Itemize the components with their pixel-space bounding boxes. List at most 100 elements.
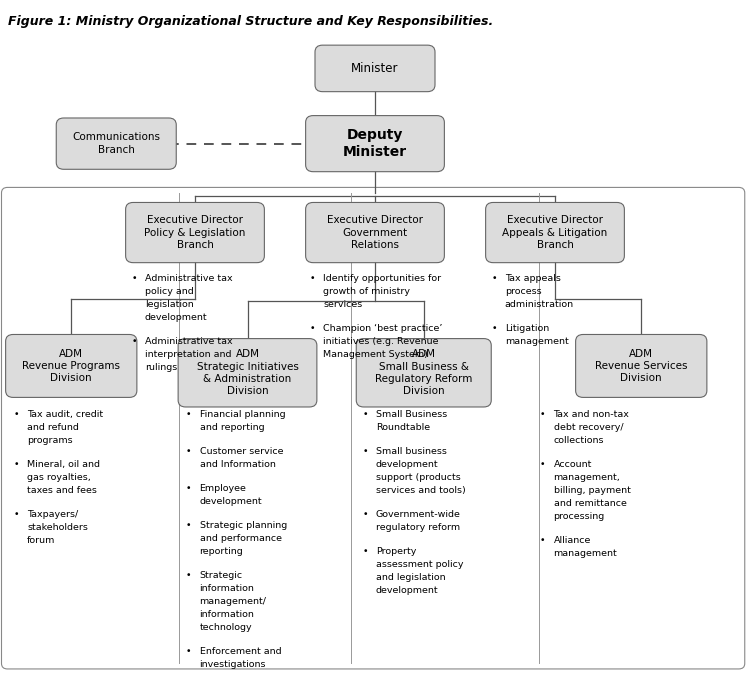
Text: development: development [376,460,438,469]
Text: management: management [554,549,617,558]
Text: information: information [200,584,254,593]
Text: information: information [200,610,254,619]
Text: initiatives (e.g. Revenue: initiatives (e.g. Revenue [323,337,439,345]
Text: Property: Property [376,547,416,556]
FancyBboxPatch shape [356,339,491,407]
Text: •: • [186,447,191,456]
Text: •: • [540,460,545,469]
Text: •: • [362,547,368,556]
Text: assessment policy: assessment policy [376,560,464,569]
Text: interpretation and: interpretation and [145,350,231,358]
Text: Enforcement and: Enforcement and [200,647,281,656]
FancyBboxPatch shape [56,118,176,169]
Text: Tax appeals: Tax appeals [505,274,560,282]
Text: Figure 1: Ministry Organizational Structure and Key Responsibilities.: Figure 1: Ministry Organizational Struct… [8,15,493,28]
Text: •: • [13,410,19,419]
Text: •: • [13,510,19,519]
Text: Executive Director
Appeals & Litigation
Branch: Executive Director Appeals & Litigation … [503,215,608,250]
Text: •: • [362,510,368,519]
Text: technology: technology [200,623,252,632]
Text: •: • [491,324,496,332]
Text: •: • [310,324,315,332]
Text: Communications
Branch: Communications Branch [72,133,160,155]
Text: Champion ‘best practice’: Champion ‘best practice’ [323,324,442,332]
Text: rulings: rulings [145,363,177,371]
FancyBboxPatch shape [486,202,624,263]
Text: Government-wide: Government-wide [376,510,460,519]
Text: Small business: Small business [376,447,447,456]
Text: Identify opportunities for: Identify opportunities for [323,274,441,282]
Text: Executive Director
Policy & Legislation
Branch: Executive Director Policy & Legislation … [144,215,246,250]
Text: Small Business: Small Business [376,410,447,419]
Text: process: process [505,287,542,295]
Text: and Information: and Information [200,460,275,469]
FancyBboxPatch shape [306,116,444,172]
Text: debt recovery/: debt recovery/ [554,423,623,432]
Text: regulatory reform: regulatory reform [376,523,460,532]
Text: taxes and fees: taxes and fees [27,486,97,495]
Text: ADM
Revenue Services
Division: ADM Revenue Services Division [595,349,688,383]
Text: •: • [310,274,315,282]
Text: stakeholders: stakeholders [27,523,88,532]
Text: processing: processing [554,512,604,521]
Text: services and tools): services and tools) [376,486,466,495]
Text: management: management [505,337,568,345]
Text: •: • [13,460,19,469]
Text: and performance: and performance [200,534,281,543]
Text: Litigation: Litigation [505,324,549,332]
Text: Tax and non-tax: Tax and non-tax [554,410,629,419]
Text: •: • [131,337,136,345]
Text: •: • [131,274,136,282]
FancyBboxPatch shape [125,202,264,263]
Text: Executive Director
Government
Relations: Executive Director Government Relations [327,215,423,250]
Text: and refund: and refund [27,423,79,432]
Text: ADM
Small Business &
Regulatory Reform
Division: ADM Small Business & Regulatory Reform D… [375,349,472,397]
Text: Management System): Management System) [323,350,428,358]
Text: ADM
Strategic Initiatives
& Administration
Division: ADM Strategic Initiatives & Administrati… [196,349,298,397]
Text: forum: forum [27,536,56,545]
Text: management,: management, [554,473,620,482]
Text: Tax audit, credit: Tax audit, credit [27,410,103,419]
Text: Roundtable: Roundtable [376,423,430,432]
FancyBboxPatch shape [306,202,444,263]
Text: •: • [540,410,545,419]
FancyBboxPatch shape [576,334,706,397]
Text: Minister: Minister [351,62,399,75]
FancyBboxPatch shape [6,334,136,397]
Text: management/: management/ [200,597,266,606]
Text: services: services [323,300,362,308]
Text: development: development [200,497,262,506]
Text: Deputy
Minister: Deputy Minister [343,128,407,159]
Text: ADM
Revenue Programs
Division: ADM Revenue Programs Division [22,349,120,383]
Text: support (products: support (products [376,473,460,482]
Text: Strategic planning: Strategic planning [200,521,286,530]
FancyBboxPatch shape [178,339,316,407]
Text: Financial planning: Financial planning [200,410,285,419]
Text: •: • [491,274,496,282]
Text: •: • [186,571,191,580]
Text: policy and: policy and [145,287,194,295]
Text: development: development [376,586,438,595]
Text: and remittance: and remittance [554,499,626,508]
Text: development: development [145,313,207,321]
Text: legislation: legislation [145,300,194,308]
Text: billing, payment: billing, payment [554,486,630,495]
Text: •: • [186,410,191,419]
Text: programs: programs [27,436,73,445]
Text: and legislation: and legislation [376,573,446,582]
Text: Account: Account [554,460,592,469]
Text: growth of ministry: growth of ministry [323,287,410,295]
Text: Customer service: Customer service [200,447,283,456]
Text: Mineral, oil and: Mineral, oil and [27,460,100,469]
Text: reporting: reporting [200,547,243,556]
Text: and reporting: and reporting [200,423,264,432]
FancyBboxPatch shape [315,45,435,92]
Text: •: • [362,447,368,456]
Text: collections: collections [554,436,604,445]
Text: administration: administration [505,300,574,308]
Text: Administrative tax: Administrative tax [145,337,232,345]
Text: •: • [186,484,191,493]
Text: Administrative tax: Administrative tax [145,274,232,282]
Text: Alliance: Alliance [554,536,591,545]
Text: gas royalties,: gas royalties, [27,473,91,482]
